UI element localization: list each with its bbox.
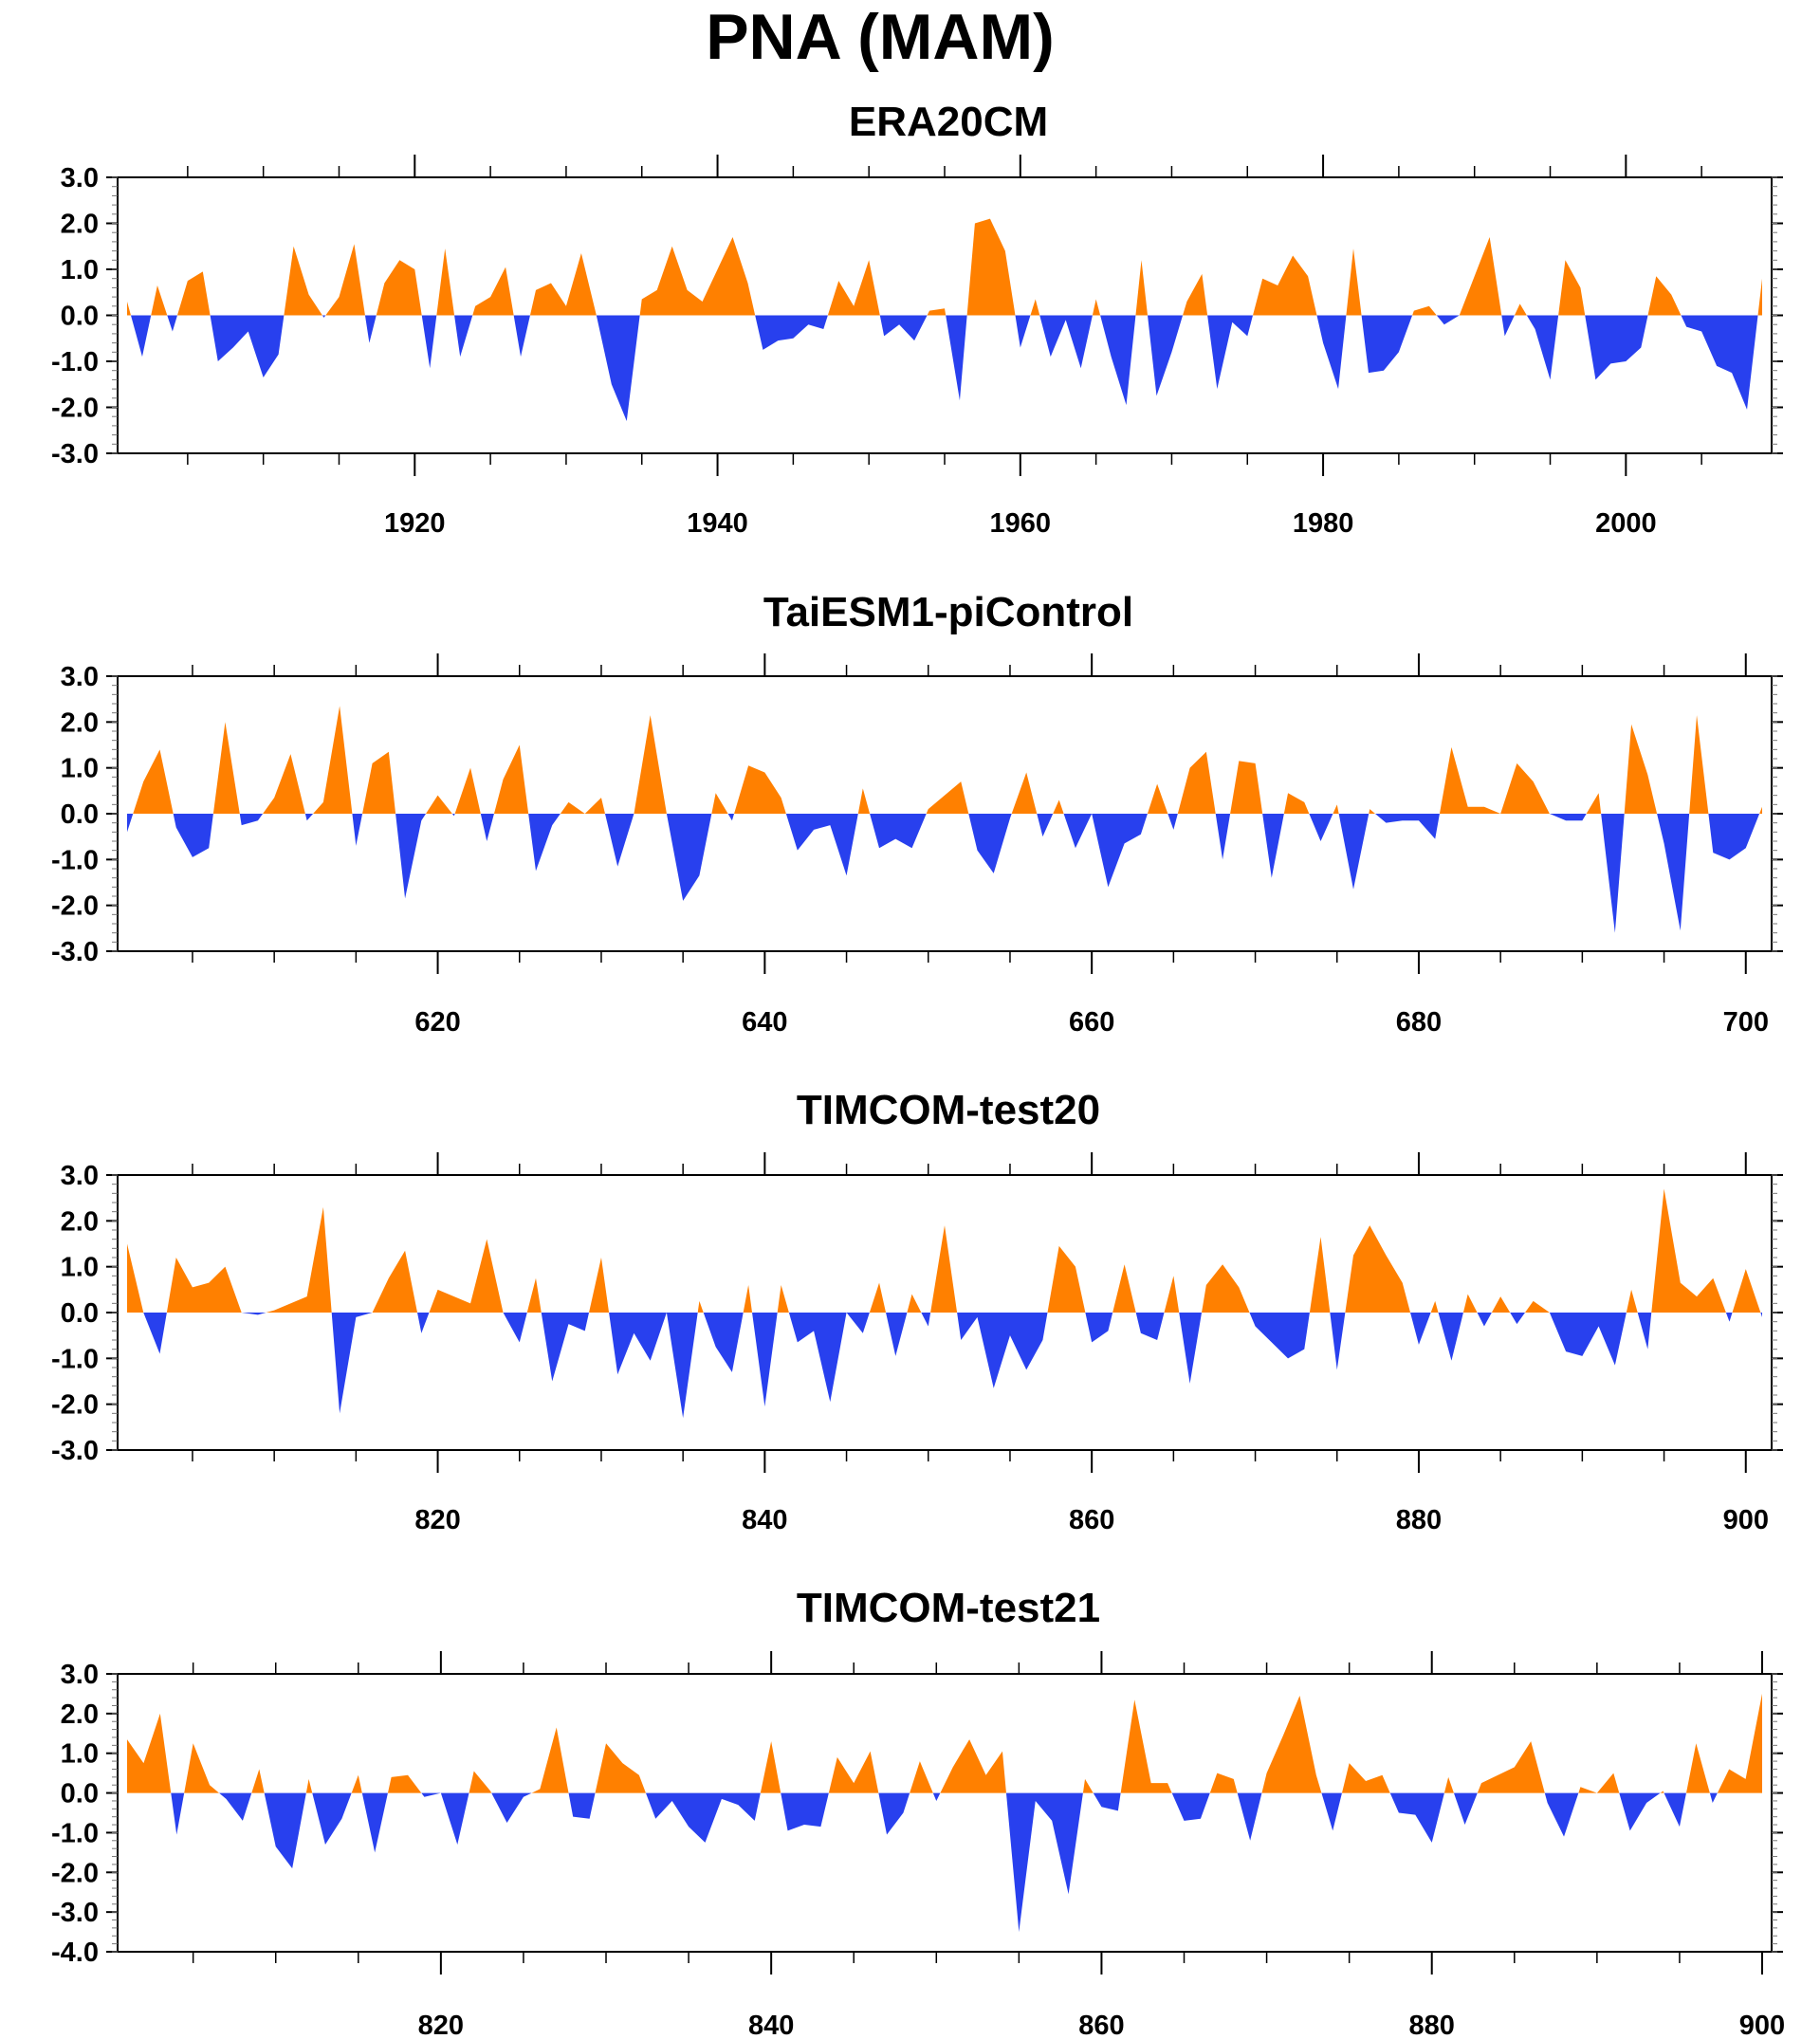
y-tick-label: 3.0 [61, 1161, 99, 1191]
y-tick-label: 2.0 [61, 1206, 99, 1237]
y-tick-label: -2.0 [51, 891, 99, 922]
negative-series-area [130, 315, 1758, 422]
x-tick-label: 860 [1069, 1505, 1114, 1535]
y-tick-label: -3.0 [51, 439, 99, 469]
panels-container: ERA20CM 3.0 2.0 1.0 0.0 -1.0 -2.0 -3.0 1920 1940 1… [51, 99, 1785, 2039]
y-tick-label: -2.0 [51, 394, 99, 424]
x-tick-label: 1960 [990, 508, 1052, 539]
x-tick-label: 1940 [687, 508, 748, 539]
y-tick-label: 0.0 [61, 1298, 99, 1329]
y-tick-label: -1.0 [51, 1818, 99, 1848]
chart-title: ERA20CM [849, 99, 1048, 145]
y-tick-label: 0.0 [61, 1779, 99, 1809]
x-tick-label: 860 [1078, 2011, 1124, 2039]
positive-series-area [127, 218, 1762, 316]
chart-panel-3: TIMCOM-test20 3.0 2.0 1.0 0.0 -1.0 -2.0 -3.0 820… [51, 1087, 1783, 1535]
x-tick-label: 840 [748, 2011, 794, 2039]
plot-frame [117, 1673, 1773, 1953]
y-tick-label: 0.0 [61, 302, 99, 332]
x-tick-label: 620 [414, 1007, 460, 1038]
x-tick-label: 1920 [384, 508, 446, 539]
y-tick-label: 3.0 [61, 1660, 99, 1690]
x-tick-label: 820 [418, 2011, 464, 2039]
negative-series-area [127, 814, 1760, 933]
x-tick-label: 660 [1069, 1007, 1114, 1038]
x-tick-label: 900 [1739, 2011, 1785, 2039]
y-tick-label: 0.0 [61, 799, 99, 830]
y-tick-label: 2.0 [61, 1699, 99, 1730]
y-tick-label: 3.0 [61, 662, 99, 692]
chart-panel-2: TaiESM1-piControl 3.0 2.0 1.0 0.0 -1.0 -2.0 -3.… [51, 589, 1783, 1038]
x-tick-label: 840 [742, 1505, 787, 1535]
y-tick-label: -3.0 [51, 1898, 99, 1928]
positive-series-area [127, 1188, 1761, 1313]
y-tick-label: -1.0 [51, 347, 99, 377]
x-tick-label: 900 [1723, 1505, 1769, 1535]
chart-panel-1: ERA20CM 3.0 2.0 1.0 0.0 -1.0 -2.0 -3.0 1920 1940 1… [51, 99, 1783, 539]
y-tick-label: 2.0 [61, 707, 99, 738]
y-tick-label: 3.0 [61, 163, 99, 193]
y-tick-label: 1.0 [61, 1253, 99, 1283]
y-tick-label: 1.0 [61, 1739, 99, 1770]
positive-series-area [133, 706, 1763, 814]
x-tick-label: 680 [1396, 1007, 1442, 1038]
chart-title: TIMCOM-test21 [797, 1585, 1100, 1631]
chart-title: TIMCOM-test20 [797, 1087, 1100, 1133]
y-tick-label: -2.0 [51, 1858, 99, 1888]
x-tick-label: 880 [1409, 2011, 1455, 2039]
negative-series-area [143, 1313, 1763, 1419]
y-tick-label: -1.0 [51, 1344, 99, 1374]
negative-series-area [171, 1792, 1718, 1933]
x-tick-label: 700 [1723, 1007, 1769, 1038]
page-title: PNA (MAM) [706, 1, 1055, 73]
y-tick-label: 1.0 [61, 255, 99, 285]
y-tick-label: -3.0 [51, 937, 99, 967]
y-tick-label: -4.0 [51, 1938, 99, 1968]
x-tick-label: 640 [742, 1007, 787, 1038]
y-tick-label: -2.0 [51, 1390, 99, 1421]
x-tick-label: 2000 [1595, 508, 1657, 539]
y-tick-label: 2.0 [61, 210, 99, 240]
x-tick-label: 880 [1396, 1505, 1442, 1535]
y-tick-label: 1.0 [61, 754, 99, 784]
chart-title: TaiESM1-piControl [763, 589, 1133, 635]
y-tick-label: -3.0 [51, 1436, 99, 1466]
x-tick-label: 820 [414, 1505, 460, 1535]
positive-series-area [127, 1693, 1762, 1793]
chart-panel-4: TIMCOM-test21 3.0 2.0 1.0 0.0 -1.0 -2.0 -3.0 -4.… [51, 1585, 1785, 2039]
x-tick-label: 1980 [1293, 508, 1354, 539]
y-tick-label: -1.0 [51, 845, 99, 875]
